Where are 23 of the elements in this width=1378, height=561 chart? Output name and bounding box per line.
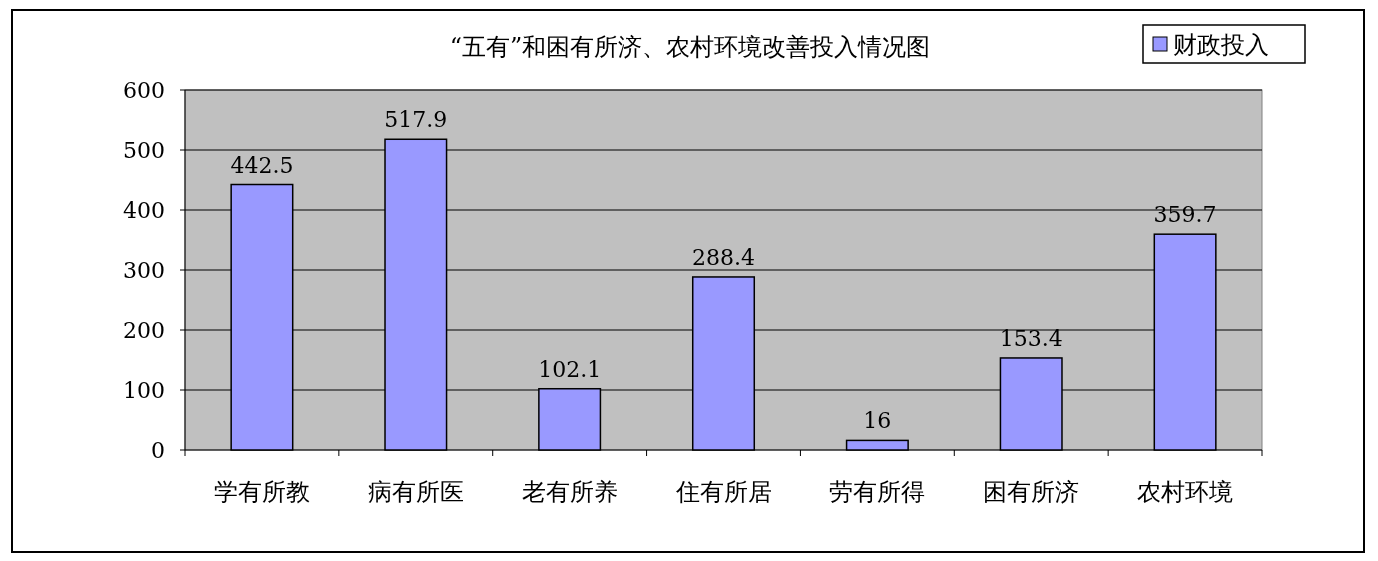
x-tick-label: 病有所医 [367,478,464,506]
data-label: 102.1 [538,356,602,382]
y-tick-label: 300 [123,258,165,283]
data-label: 16 [863,408,892,434]
x-tick-label: 困有所济 [983,478,1080,506]
x-tick-label: 老有所养 [521,478,618,506]
y-tick-label: 100 [123,378,165,403]
x-tick-label: 劳有所得 [829,478,926,506]
y-tick-label: 0 [151,438,165,463]
chart-title: “五有”和困有所济、农村环境改善投入情况图 [449,33,931,61]
legend-label: 财政投入 [1173,31,1269,59]
data-label: 359.7 [1153,202,1217,228]
y-tick-label: 200 [123,318,165,343]
x-tick-label: 农村环境 [1137,478,1234,506]
x-tick-label: 学有所教 [213,478,310,506]
data-label: 153.4 [999,325,1063,351]
y-tick-label: 600 [123,78,165,103]
data-label: 517.9 [384,107,448,133]
data-label: 442.5 [230,152,294,178]
y-tick-label: 400 [123,198,165,223]
x-tick-label: 住有所居 [674,478,772,506]
data-label: 288.4 [692,244,755,270]
y-tick-label: 500 [123,138,165,163]
